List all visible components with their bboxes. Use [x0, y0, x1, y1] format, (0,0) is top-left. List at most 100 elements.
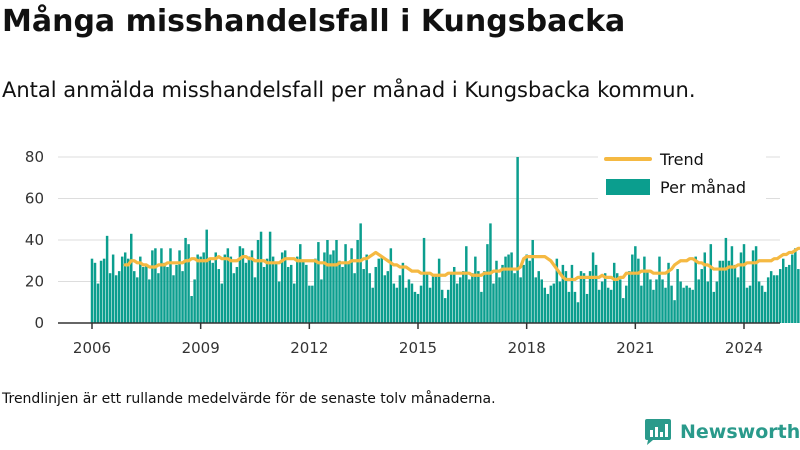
brand-logo[interactable]: Newsworthy	[644, 419, 800, 445]
bar	[772, 275, 776, 323]
bar	[241, 248, 245, 323]
bar	[594, 264, 598, 323]
bar	[274, 262, 278, 323]
bar	[745, 287, 749, 323]
bar	[718, 260, 722, 323]
bar	[187, 244, 190, 323]
x-tick-label: 2021	[616, 339, 654, 357]
bar	[386, 271, 390, 324]
bar	[697, 279, 700, 323]
bar	[673, 300, 676, 323]
bar	[788, 264, 791, 323]
bar	[507, 254, 510, 323]
bar	[359, 223, 362, 323]
bar	[706, 281, 710, 323]
bar	[622, 298, 625, 323]
bar	[169, 248, 172, 323]
bar	[646, 271, 649, 324]
bar	[117, 271, 121, 324]
bar	[612, 262, 616, 323]
bar	[211, 262, 214, 323]
bar	[253, 277, 257, 323]
bar	[226, 248, 230, 323]
bar	[232, 273, 236, 323]
bar	[634, 246, 637, 323]
bar	[220, 283, 224, 323]
bar	[160, 248, 163, 323]
trend-line	[123, 246, 800, 282]
bar	[329, 254, 332, 323]
bar	[543, 287, 547, 323]
bar	[262, 266, 266, 323]
bar	[362, 269, 365, 323]
bar	[123, 252, 127, 323]
bar	[531, 240, 534, 323]
bar	[136, 277, 139, 323]
bar	[416, 293, 420, 323]
bar	[534, 277, 537, 323]
bar	[742, 244, 746, 323]
bar	[332, 250, 335, 324]
bars	[90, 157, 800, 324]
bar	[495, 260, 498, 323]
bar	[637, 258, 640, 323]
bar	[504, 256, 507, 323]
bar	[96, 283, 100, 323]
chart-subtitle: Antal anmälda misshandelsfall per månad …	[2, 78, 696, 102]
bar	[157, 273, 160, 323]
y-tick-label: 80	[25, 148, 44, 166]
bar	[184, 237, 187, 323]
bar	[703, 252, 706, 323]
bar	[664, 287, 667, 323]
bar	[111, 254, 115, 323]
x-tick-label: 2015	[399, 339, 437, 357]
bar	[471, 273, 474, 323]
bar	[513, 273, 516, 323]
bar	[250, 250, 254, 324]
bar	[573, 291, 577, 324]
bar	[235, 266, 239, 323]
bar	[323, 252, 326, 323]
bar	[658, 256, 661, 323]
bar	[667, 262, 670, 323]
y-tick-label: 0	[34, 314, 44, 332]
bar	[688, 287, 691, 323]
bar	[631, 254, 634, 323]
legend-bar-swatch	[606, 179, 650, 195]
y-axis-labels: 0 20 40 60 80	[25, 148, 44, 332]
bar	[172, 275, 175, 323]
bar	[456, 283, 459, 323]
bar	[459, 277, 462, 323]
bar	[383, 275, 387, 323]
bar	[609, 289, 613, 323]
bar	[374, 266, 377, 323]
bar	[440, 289, 444, 323]
bar	[558, 281, 562, 323]
bar	[766, 277, 770, 323]
bar	[299, 244, 302, 323]
legend: Trend Per månad	[598, 146, 766, 200]
legend-trend-label: Trend	[659, 150, 704, 169]
bar	[465, 246, 468, 323]
bar	[443, 298, 447, 323]
bar	[679, 281, 682, 323]
bar	[670, 285, 673, 323]
bar	[365, 254, 368, 323]
bar	[615, 273, 619, 323]
bar	[353, 273, 356, 323]
bar	[311, 285, 314, 323]
bar	[712, 291, 716, 324]
bar	[163, 262, 166, 323]
bar	[561, 264, 565, 323]
bar	[437, 258, 441, 323]
bar	[778, 269, 782, 323]
bar	[724, 237, 728, 323]
bar	[606, 287, 610, 323]
bar	[510, 252, 513, 323]
bar	[567, 291, 571, 324]
bar	[202, 252, 205, 323]
bar	[410, 283, 414, 323]
bar	[277, 281, 281, 323]
bar	[350, 248, 353, 323]
bar	[214, 252, 217, 323]
